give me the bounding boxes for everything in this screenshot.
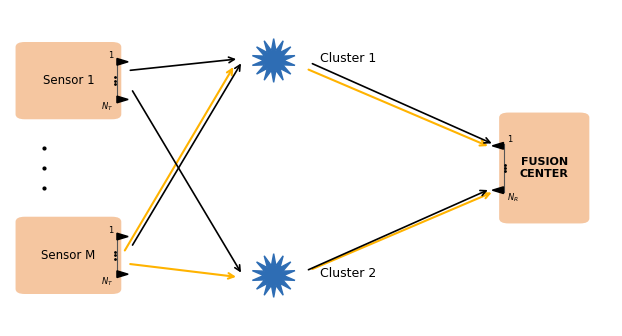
Polygon shape bbox=[253, 39, 295, 82]
Text: Sensor M: Sensor M bbox=[41, 249, 96, 262]
Text: 1: 1 bbox=[108, 226, 113, 235]
Text: Sensor 1: Sensor 1 bbox=[43, 74, 94, 87]
Text: 1: 1 bbox=[506, 135, 512, 144]
Text: FUSION
CENTER: FUSION CENTER bbox=[520, 157, 569, 179]
Polygon shape bbox=[117, 271, 128, 278]
Text: 1: 1 bbox=[108, 51, 113, 60]
Text: Cluster 1: Cluster 1 bbox=[320, 52, 376, 65]
Polygon shape bbox=[493, 142, 504, 149]
Polygon shape bbox=[117, 233, 128, 240]
FancyBboxPatch shape bbox=[16, 42, 121, 119]
FancyBboxPatch shape bbox=[499, 113, 590, 223]
Polygon shape bbox=[117, 96, 128, 103]
Polygon shape bbox=[253, 254, 295, 297]
Text: $N_T$: $N_T$ bbox=[101, 275, 113, 288]
Text: $N_R$: $N_R$ bbox=[506, 191, 518, 204]
Polygon shape bbox=[493, 187, 504, 194]
Text: $N_T$: $N_T$ bbox=[101, 100, 113, 113]
Text: Cluster 2: Cluster 2 bbox=[320, 267, 376, 280]
FancyBboxPatch shape bbox=[16, 217, 121, 294]
Polygon shape bbox=[117, 58, 128, 65]
